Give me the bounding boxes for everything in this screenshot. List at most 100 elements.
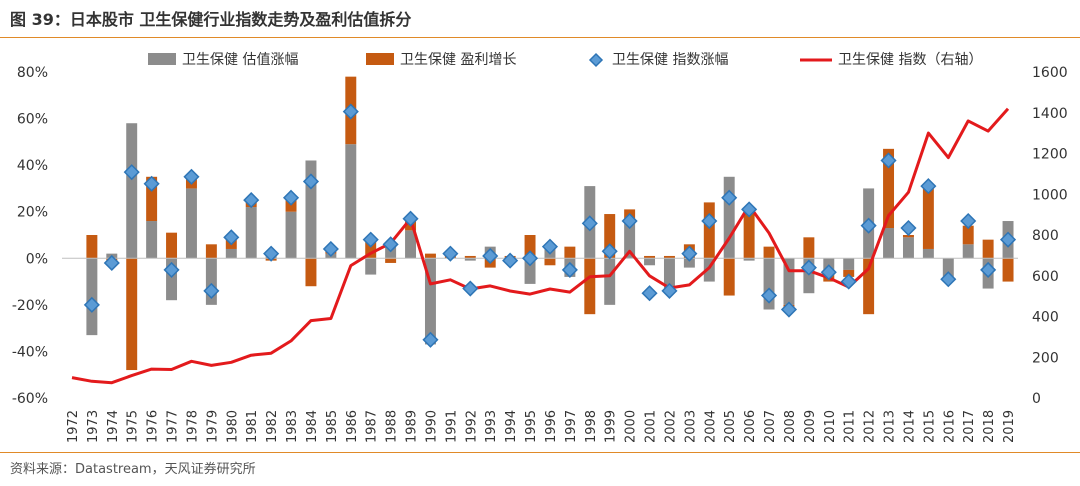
valuation-bar [524, 258, 536, 284]
index-change-marker [780, 301, 798, 318]
index-change-marker [900, 219, 917, 237]
valuation-bar [803, 258, 815, 294]
x-tick-label: 1991 [444, 410, 459, 443]
index-change-marker [83, 296, 100, 313]
index-change-marker [701, 212, 718, 230]
earnings-bar [803, 237, 815, 259]
index-change-marker [362, 231, 379, 248]
index-change-marker [282, 189, 300, 206]
valuation-bar [285, 211, 297, 259]
earnings-bar [723, 258, 735, 296]
index-change-marker [840, 273, 857, 290]
earnings-bar [703, 202, 715, 259]
earnings-bar [883, 148, 895, 229]
earnings-bar [922, 183, 934, 249]
source-note: 资料来源：Datastream，天风证券研究所 [10, 462, 256, 477]
earnings-bar [146, 176, 158, 222]
y-left-tick-label: 80% [17, 65, 48, 81]
earnings-bar [962, 225, 974, 245]
earnings-bar [385, 258, 397, 263]
x-tick-label: 2014 [902, 410, 917, 443]
valuation-bar [166, 258, 178, 301]
index-change-marker [581, 215, 598, 232]
y-left-tick-label: 40% [17, 158, 48, 174]
index-change-marker [880, 152, 897, 169]
x-tick-label: 2005 [723, 410, 738, 443]
legend-label-index: 卫生保健 指数（右轴） [838, 52, 982, 68]
y-left-tick-label: 60% [17, 112, 48, 128]
x-tick-label: 2018 [982, 410, 997, 443]
x-tick-label: 2019 [1002, 410, 1017, 443]
title-divider [0, 37, 1080, 38]
index-change-marker [860, 217, 877, 234]
x-tick-label: 1976 [146, 410, 161, 443]
x-tick-label: 1997 [564, 410, 579, 443]
valuation-bar [644, 258, 656, 266]
x-tick-label: 1978 [185, 410, 200, 443]
x-tick-label: 1994 [504, 410, 519, 443]
index-change-marker [621, 212, 638, 230]
x-tick-label: 1993 [484, 410, 499, 443]
valuation-bar [962, 244, 974, 259]
y-right-tick-label: 800 [1032, 228, 1059, 244]
valuation-bar [305, 160, 317, 259]
x-tick-label: 1975 [126, 410, 141, 443]
valuation-bar [86, 258, 98, 336]
x-tick-label: 1996 [544, 410, 559, 443]
y-left-tick-label: -40% [12, 344, 48, 360]
earnings-bar [424, 253, 436, 259]
valuation-bar [205, 258, 217, 305]
index-change-marker [601, 243, 618, 260]
x-tick-label: 1982 [265, 410, 280, 443]
legend-swatch-valuation [148, 53, 176, 65]
x-tick-label: 2001 [644, 410, 659, 443]
y-left-tick-label: 20% [17, 205, 48, 221]
valuation-bar [783, 258, 795, 305]
index-change-marker [322, 240, 339, 258]
x-tick-label: 1992 [464, 410, 479, 443]
x-tick-label: 2010 [823, 410, 838, 443]
y-right-tick-label: 1600 [1032, 65, 1068, 81]
earnings-bar [166, 232, 178, 259]
earnings-bar [305, 258, 317, 287]
earnings-bar [205, 244, 217, 259]
y-left-tick-label: 0% [26, 251, 48, 267]
earnings-bar [86, 235, 98, 259]
x-tick-label: 1999 [604, 410, 619, 443]
footer-divider [0, 452, 1080, 453]
earnings-bar [464, 255, 476, 259]
y-right-tick-label: 1400 [1032, 106, 1068, 122]
index-change-marker [541, 238, 559, 255]
earnings-bar [902, 235, 914, 238]
earnings-bar [743, 209, 755, 259]
x-tick-label: 1973 [86, 410, 101, 443]
chart: -60% -40% -20% 0% 20% 40% 60% 80% 0 200 400 600 800 1… [12, 52, 1068, 443]
earnings-bar [863, 258, 875, 315]
y-right-tick-label: 0 [1032, 391, 1041, 407]
earnings-bar [524, 235, 536, 259]
x-tick-label: 1985 [325, 410, 340, 443]
index-change-marker [482, 247, 499, 265]
valuation-bar [743, 258, 755, 261]
x-tick-label: 2002 [663, 410, 678, 443]
x-tick-label: 2012 [863, 410, 878, 443]
valuation-bar [883, 228, 895, 259]
x-tick-label: 2008 [783, 410, 798, 443]
valuation-bar [245, 207, 257, 259]
valuation-bar [624, 218, 636, 259]
valuation-bar [365, 258, 377, 275]
x-tick-label: 1998 [584, 410, 599, 443]
x-tick-label: 1986 [345, 410, 360, 443]
valuation-bar [225, 248, 237, 259]
x-tick-label: 1984 [305, 410, 320, 443]
earnings-bar [1002, 258, 1014, 282]
valuation-bar [146, 221, 158, 259]
y-right-tick-label: 1200 [1032, 147, 1068, 163]
valuation-bar [405, 230, 417, 259]
index-change-marker [561, 261, 578, 278]
x-tick-label: 2009 [803, 410, 818, 443]
valuation-bar [345, 144, 357, 259]
earnings-bar [763, 246, 775, 259]
legend-label-valuation: 卫生保健 估值涨幅 [182, 52, 298, 68]
earnings-bar [982, 239, 994, 259]
